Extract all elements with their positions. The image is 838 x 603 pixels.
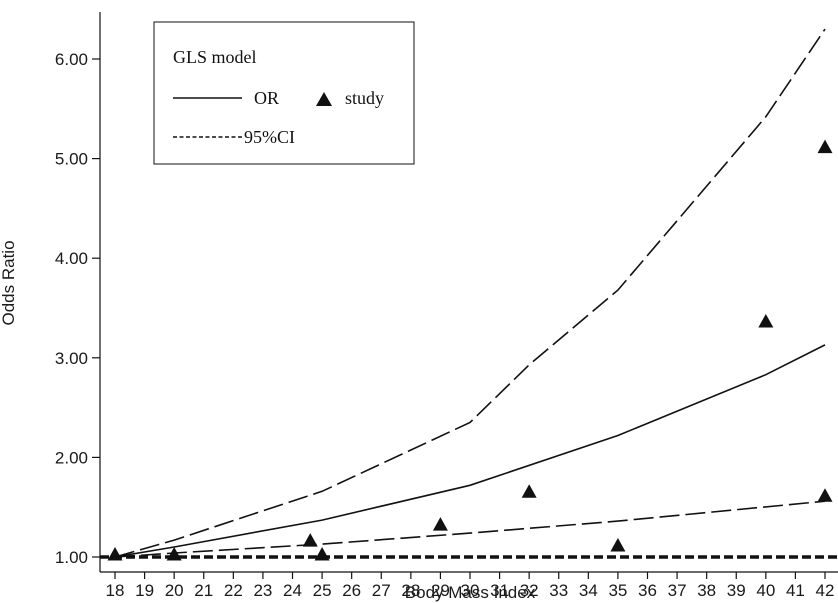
x-tick-label: 35 bbox=[608, 581, 627, 600]
x-tick-label: 27 bbox=[372, 581, 391, 600]
x-tick-label: 26 bbox=[342, 581, 361, 600]
y-axis-title: Odds Ratio bbox=[0, 240, 18, 325]
series-lines bbox=[114, 28, 826, 558]
x-tick-label: 40 bbox=[756, 581, 775, 600]
x-tick-label: 37 bbox=[668, 581, 687, 600]
study-point bbox=[432, 517, 448, 531]
x-tick-label: 18 bbox=[106, 581, 125, 600]
x-tick-label: 19 bbox=[135, 581, 154, 600]
legend-title: GLS model bbox=[173, 47, 257, 67]
x-tick-label: 25 bbox=[313, 581, 332, 600]
y-tick-label: 5.00 bbox=[55, 150, 88, 169]
x-tick-label: 33 bbox=[549, 581, 568, 600]
y-tick-label: 2.00 bbox=[55, 448, 88, 467]
legend-study-label: study bbox=[345, 88, 384, 108]
study-point bbox=[817, 488, 833, 502]
x-tick-label: 23 bbox=[253, 581, 272, 600]
x-tick-label: 24 bbox=[283, 581, 302, 600]
x-tick-label: 39 bbox=[727, 581, 746, 600]
x-axis-ticks: 18 19 20 21 22 23 24 25 26 27 28 29 30 31 32 33 34 35 36 37… bbox=[106, 572, 835, 600]
ci-line bbox=[114, 28, 826, 558]
study-point bbox=[107, 547, 123, 561]
study-point bbox=[758, 313, 774, 328]
legend-triangle-icon bbox=[316, 92, 332, 106]
y-axis-ticks: 1.00 2.00 3.00 4.00 5.00 6.00 bbox=[55, 50, 100, 567]
x-tick-label: 29 bbox=[431, 581, 450, 600]
x-tick-label: 42 bbox=[816, 581, 835, 600]
study-point bbox=[314, 547, 330, 561]
or-line bbox=[114, 344, 826, 558]
ci-line bbox=[114, 500, 826, 558]
study-points bbox=[107, 139, 833, 561]
study-point bbox=[302, 533, 318, 547]
study-point bbox=[521, 484, 537, 498]
y-tick-label: 3.00 bbox=[55, 349, 88, 368]
legend: GLS model OR study 95%CI bbox=[153, 21, 415, 165]
y-tick-label: 6.00 bbox=[55, 50, 88, 69]
legend-ci-label: 95%CI bbox=[244, 127, 295, 147]
study-point bbox=[610, 538, 626, 552]
study-point bbox=[166, 547, 182, 561]
x-tick-label: 36 bbox=[638, 581, 657, 600]
x-tick-label: 31 bbox=[490, 581, 509, 600]
y-tick-label: 1.00 bbox=[55, 548, 88, 567]
x-tick-label: 34 bbox=[579, 581, 598, 600]
legend-box bbox=[153, 21, 415, 165]
x-tick-label: 30 bbox=[461, 581, 480, 600]
study-point bbox=[817, 139, 833, 154]
x-tick-label: 41 bbox=[786, 581, 805, 600]
legend-or-label: OR bbox=[254, 88, 279, 108]
x-tick-label: 20 bbox=[165, 581, 184, 600]
y-tick-label: 4.00 bbox=[55, 249, 88, 268]
x-axis-title: Body Mass Index bbox=[405, 583, 536, 602]
x-tick-label: 38 bbox=[697, 581, 716, 600]
x-tick-label: 21 bbox=[194, 581, 213, 600]
x-tick-label: 32 bbox=[520, 581, 539, 600]
x-tick-label: 28 bbox=[401, 581, 420, 600]
x-tick-label: 22 bbox=[224, 581, 243, 600]
